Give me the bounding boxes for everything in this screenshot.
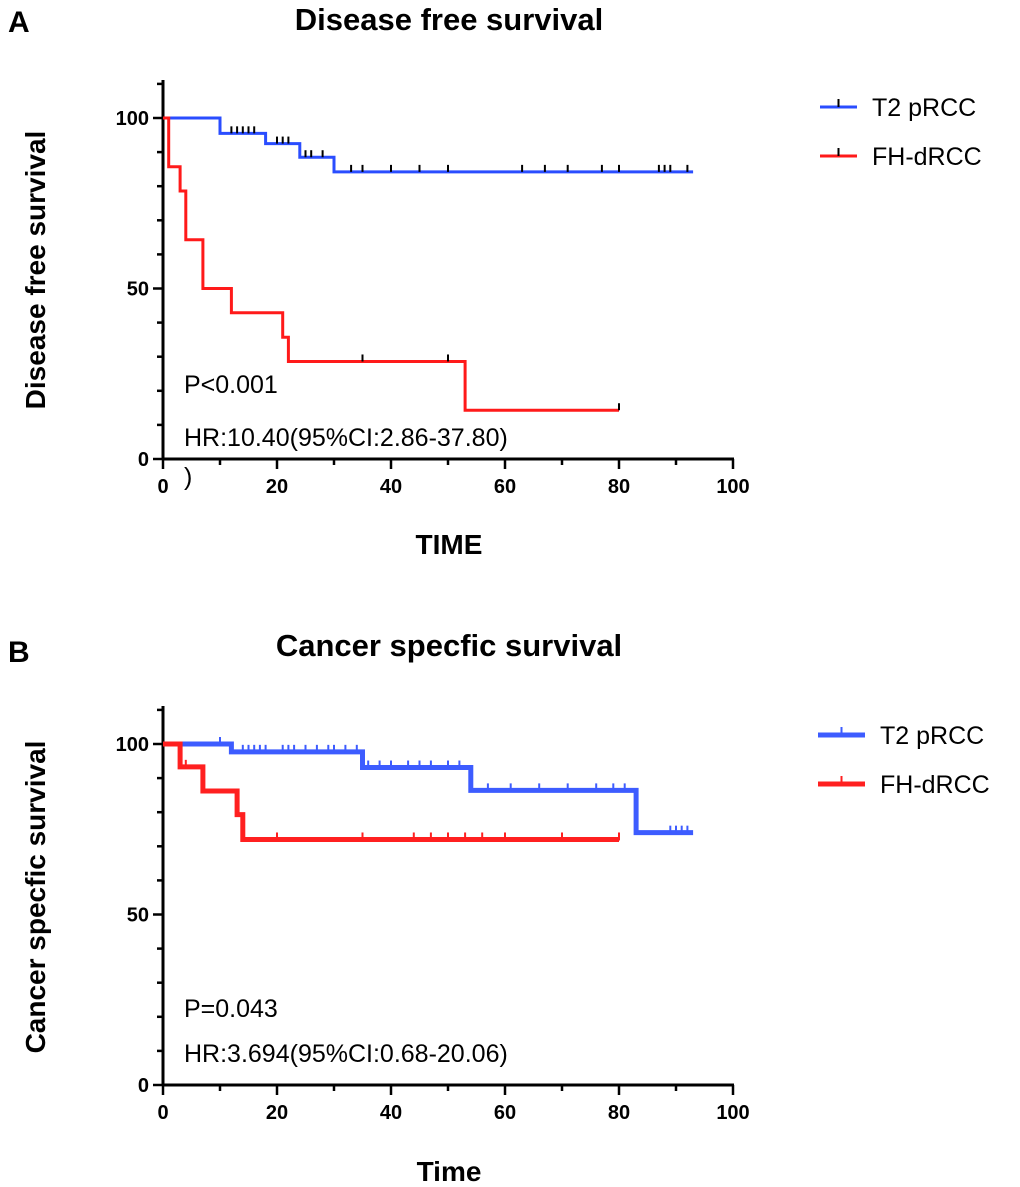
- y-tick-label: 0: [138, 449, 149, 471]
- hr-annotation: HR:10.40(95%CI:2.86-37.80): [184, 424, 508, 452]
- x-tick-label: 20: [266, 1102, 288, 1124]
- legend-label: FH-dRCC: [880, 771, 990, 799]
- x-tick-label: 40: [380, 1102, 402, 1124]
- hr-annotation-overflow: ): [184, 463, 192, 491]
- y-axis-title: Disease free survival: [20, 131, 51, 410]
- y-tick-label: 100: [116, 734, 149, 756]
- chart-b-svg: B Cancer specfic survival Cancer specfic…: [8, 628, 990, 1187]
- y-tick-label: 100: [116, 108, 149, 130]
- y-tick-label: 0: [138, 1075, 149, 1097]
- x-tick-label: 60: [494, 476, 516, 498]
- legend-label: T2 pRCC: [872, 94, 976, 122]
- survival-curve-fh-drcc: [163, 116, 619, 412]
- hr-annotation: HR:3.694(95%CI:0.68-20.06): [184, 1040, 508, 1068]
- survival-curve-fh-drcc: [163, 741, 619, 842]
- chart-a-svg: A Disease free survival Disease free sur…: [8, 2, 982, 560]
- x-tick-label: 100: [716, 476, 749, 498]
- x-tick-label: 80: [608, 476, 630, 498]
- legend-label: T2 pRCC: [880, 722, 984, 750]
- survival-curve-t2-prcc: [163, 116, 694, 174]
- chart-title: Cancer specfic survival: [276, 628, 622, 663]
- y-axis-title: Cancer specfic survival: [20, 741, 51, 1054]
- p-value-annotation: P=0.043: [184, 995, 278, 1023]
- x-tick-label: 20: [266, 476, 288, 498]
- x-tick-label: 0: [157, 476, 168, 498]
- x-axis-title: Time: [417, 1156, 482, 1187]
- panel-a: A Disease free survival Disease free sur…: [0, 0, 1020, 580]
- x-axis-title: TIME: [416, 529, 483, 560]
- legend-label: FH-dRCC: [872, 143, 982, 171]
- panel-letter: B: [8, 636, 30, 669]
- x-tick-label: 80: [608, 1102, 630, 1124]
- x-tick-label: 60: [494, 1102, 516, 1124]
- x-tick-label: 100: [716, 1102, 749, 1124]
- panel-b: B Cancer specfic survival Cancer specfic…: [0, 610, 1020, 1187]
- chart-title: Disease free survival: [295, 2, 604, 37]
- x-tick-label: 0: [157, 1102, 168, 1124]
- y-tick-label: 50: [127, 279, 149, 301]
- survival-curve-t2-prcc: [163, 741, 694, 836]
- x-tick-label: 40: [380, 476, 402, 498]
- y-tick-label: 50: [127, 905, 149, 927]
- p-value-annotation: P<0.001: [184, 371, 278, 399]
- panel-letter: A: [8, 6, 30, 39]
